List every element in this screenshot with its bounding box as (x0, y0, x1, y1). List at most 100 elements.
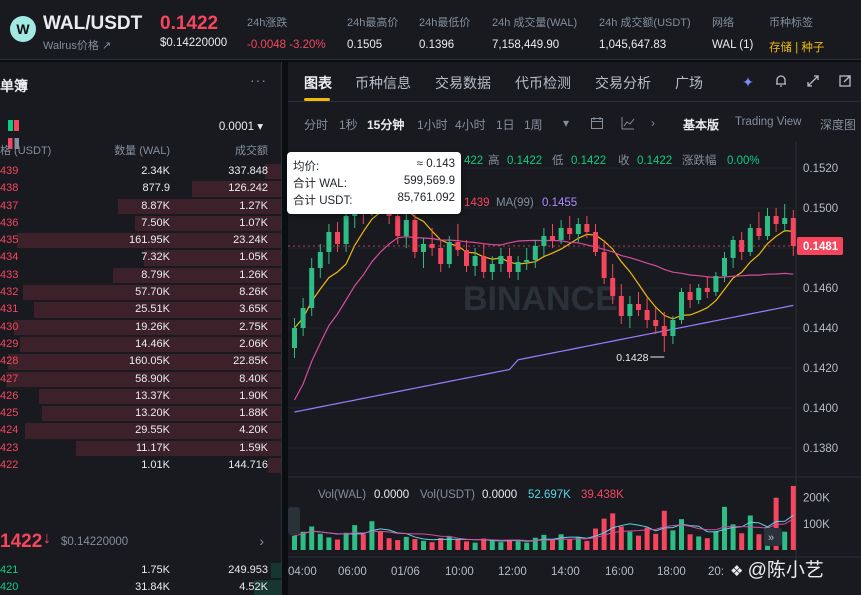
row-qty: 7.50K (141, 216, 170, 229)
depth-bar (191, 181, 281, 197)
chart-grid (288, 142, 861, 562)
volume-bar (687, 534, 693, 550)
stat-label: 网络 (712, 17, 734, 29)
ask-row[interactable]: 434 7.32K 1.05K (0, 249, 281, 266)
tooltip-sum-usdt-value: 85,761.092 (397, 192, 455, 204)
price-tooltip: 均价: ≈ 0.143 合计 WAL: 599,569.9 合计 USDT: 85,7… (287, 152, 461, 214)
row-qty: 31.84K (135, 581, 170, 594)
ask-row[interactable]: 425 13.20K 1.88K (0, 405, 281, 422)
ask-row[interactable]: 431 25.51K 3.65K (0, 301, 281, 318)
stat-value: 存储 | 种子 (769, 42, 825, 54)
ask-row[interactable]: 433 8.79K 1.26K (0, 267, 281, 284)
tab-chart[interactable]: 图表 (304, 75, 332, 91)
tf-1w[interactable]: 1周 (524, 118, 543, 132)
candle-body (610, 278, 616, 296)
candle-body (618, 296, 624, 316)
vol-ma1-value: 52.697K (528, 489, 571, 501)
book-mode-asks-icon[interactable] (8, 138, 19, 149)
depth-bar (76, 440, 281, 457)
volume-bar (670, 530, 676, 550)
row-qty: 13.37K (135, 389, 170, 402)
expand-icon[interactable] (805, 74, 821, 90)
ask-row[interactable]: 423 11.17K 1.59K (0, 440, 281, 457)
ohlc-close-label: 收 (618, 153, 630, 167)
volume-tick-label: 200K (803, 493, 830, 505)
volume-bar (464, 541, 469, 550)
bid-row[interactable]: 421 1.75K 249.953 (0, 562, 281, 579)
calendar-icon[interactable] (590, 116, 604, 130)
tab-trading-data[interactable]: 交易数据 (435, 75, 491, 91)
time-tick-label: 18:00 (657, 566, 686, 578)
sparkle-icon[interactable]: ✦ (742, 74, 754, 90)
ask-row[interactable]: 422 1.01K 144.716 (0, 457, 281, 474)
volume-bar (472, 542, 478, 550)
row-total: 3.65K (239, 303, 268, 316)
ask-row[interactable]: 430 19.26K 2.75K (0, 319, 281, 336)
bell-icon[interactable] (773, 74, 789, 90)
candle-body (730, 240, 736, 258)
tab-trade-analysis[interactable]: 交易分析 (595, 75, 651, 91)
tf-1d[interactable]: 1日 (496, 118, 515, 132)
price-tick-label: 0.1500 (803, 203, 838, 215)
chevron-right-icon[interactable]: › (651, 116, 655, 130)
popout-icon[interactable] (837, 74, 853, 90)
ask-row[interactable]: 429 14.46K 2.06K (0, 336, 281, 353)
row-qty: 1.75K (141, 564, 170, 576)
stat-24h-volume: 24h 成交量(WAL) 7,158,449.90 (492, 14, 577, 51)
depth-bar (5, 371, 281, 387)
ask-row[interactable]: 432 57.70K 8.26K (0, 284, 281, 301)
tf-1s[interactable]: 1秒 (339, 118, 358, 132)
tf-1h[interactable]: 1小时 (417, 118, 448, 132)
tab-token-check[interactable]: 代币检测 (515, 75, 571, 91)
view-depth[interactable]: 深度图 (820, 118, 857, 132)
indicator-icon[interactable] (621, 116, 635, 130)
volume-bar (756, 534, 762, 550)
ask-row[interactable]: 436 7.50K 1.07K (0, 215, 281, 232)
row-qty: 29.55K (135, 424, 170, 437)
row-price: 439 (0, 165, 19, 177)
candle-body (696, 288, 702, 300)
volume-bar (360, 534, 366, 550)
chevron-right-icon[interactable]: › (259, 533, 264, 549)
ohlc-low-label: 低 (552, 154, 564, 167)
book-mode-both-icon[interactable] (8, 120, 19, 131)
candle-body (524, 260, 530, 262)
stat-tags[interactable]: 币种标签 存储 | 种子 (769, 14, 824, 55)
bid-row[interactable]: 420 31.84K 4.52K (0, 579, 281, 595)
tab-square[interactable]: 广场 (675, 75, 703, 91)
volume-bar (489, 540, 495, 550)
candlestick-chart[interactable]: BINANCE 0.1428 0.15200.15000.14800.14600… (288, 142, 861, 595)
ask-row[interactable]: 439 2.34K 337.848 (0, 163, 281, 180)
row-total: 249.953 (228, 564, 268, 576)
view-basic[interactable]: 基本版 (683, 118, 720, 132)
more-timeframes-icon[interactable]: ▾ (562, 116, 570, 130)
more-options-icon[interactable]: ··· (250, 72, 267, 88)
precision-select[interactable]: 0.0001 ▾ (218, 121, 263, 133)
ask-row[interactable]: 428 160.05K 22.85K (0, 353, 281, 370)
depth-bar (16, 233, 281, 249)
pair-title[interactable]: WAL/USDT (43, 13, 143, 34)
row-price: 437 (0, 199, 19, 212)
ask-row[interactable]: 435 161.95K 23.24K (0, 232, 281, 249)
row-qty: 58.90K (135, 372, 170, 385)
ask-row[interactable]: 427 58.90K 8.40K (0, 371, 281, 388)
ask-row[interactable]: 438 877.9 126.242 (0, 180, 281, 197)
view-tradingview[interactable]: Trading View (735, 116, 802, 128)
ask-row[interactable]: 424 29.55K 4.20K (0, 422, 281, 439)
tf-realtime[interactable]: 分时 (304, 118, 329, 132)
volume-ma1-line (294, 514, 794, 542)
tf-4h[interactable]: 4小时 (455, 118, 486, 132)
tf-15m[interactable]: 15分钟 (367, 118, 405, 132)
price-axis: 0.15200.15000.14800.14600.14400.14200.14… (797, 163, 843, 455)
ask-row[interactable]: 426 13.37K 1.90K (0, 388, 281, 405)
ask-row[interactable]: 437 8.87K 1.27K (0, 198, 281, 215)
stat-label: 24h 成交量(WAL) (492, 17, 578, 29)
tab-coin-info[interactable]: 币种信息 (355, 75, 411, 91)
coin-name-link[interactable]: Walrus价格 ↗ (43, 40, 112, 52)
moving-average-lines: 0.1428 (288, 207, 796, 413)
mid-price-row[interactable]: 1422 ↓ $0.14220000 › (0, 528, 281, 558)
stat-network[interactable]: 网络 WAL (1) (712, 14, 753, 51)
time-tick-label: 14:00 (551, 566, 580, 578)
chart-canvas[interactable]: BINANCE 0.1428 0.15200.15000.14800.14600… (288, 142, 861, 595)
stat-value: WAL (1) (712, 39, 754, 51)
